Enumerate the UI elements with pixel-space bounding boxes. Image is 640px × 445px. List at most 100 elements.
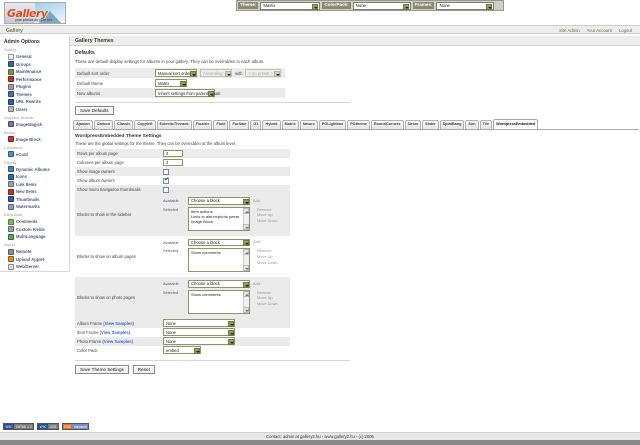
setting-checkbox[interactable] [163, 177, 169, 184]
sidebar-item-plugins[interactable]: Plugins [8, 83, 66, 90]
scroll-up-icon[interactable] [243, 249, 249, 255]
sidebar-item-themes[interactable]: Themes [8, 91, 66, 98]
tab-splatbang[interactable]: SplatBang [439, 120, 465, 129]
view-samples-link[interactable]: (View Samples) [103, 320, 134, 326]
sidebar-item-remote[interactable]: Remote [8, 248, 66, 255]
list-item[interactable]: Show comments [191, 291, 221, 297]
sort-preset-select[interactable]: < no preset > [245, 69, 282, 77]
validation-badge[interactable]: RSS Validated [61, 423, 90, 430]
scroll-up-icon[interactable] [243, 290, 249, 297]
chevron-down-icon[interactable] [242, 198, 249, 205]
breadcrumb[interactable]: Gallery [6, 27, 23, 34]
sidebar-item-custom-fields[interactable]: Custom Fields [8, 226, 66, 233]
default-sort-order-select[interactable]: Manual sort order [155, 69, 197, 77]
sidebar-item-icons[interactable]: Icons [8, 173, 66, 180]
move-up-button[interactable]: Move Up [257, 253, 273, 259]
save-theme-settings-button[interactable]: Save Theme Settings [75, 364, 129, 374]
add-block-button[interactable]: Add [253, 197, 260, 203]
add-block-button[interactable]: Add [253, 280, 260, 286]
tab-wordpressembedded[interactable]: WordpressEmbedded [493, 119, 539, 129]
sidebar-item-web-server[interactable]: Web/Server [8, 263, 66, 270]
move-down-button[interactable]: Move Down [257, 218, 278, 224]
available-block-select[interactable]: Choose a block [188, 280, 250, 288]
frame-select[interactable]: None [163, 319, 235, 327]
tab-g1[interactable]: G1 [250, 120, 262, 129]
new-albums-select[interactable]: Inherit settings from parent album [155, 89, 220, 97]
setting-checkbox[interactable] [163, 186, 169, 193]
frame-select[interactable]: None [163, 328, 235, 336]
frames-select[interactable]: None [436, 1, 495, 10]
tab-pgtheme[interactable]: PGtheme [347, 120, 370, 129]
tab-sun[interactable]: Sun [465, 120, 479, 129]
colorpack-select[interactable]: None [352, 1, 411, 10]
reset-button[interactable]: Reset [132, 364, 155, 374]
scrollbar[interactable] [243, 290, 249, 313]
scroll-down-icon[interactable] [243, 306, 249, 313]
tab-slider[interactable]: Slider [422, 120, 439, 129]
chevron-down-icon[interactable] [227, 338, 234, 345]
tab-copyleft[interactable]: Copyleft [134, 120, 156, 129]
save-defaults-button[interactable]: Save Defaults [75, 106, 114, 115]
tab-nature[interactable]: Nature [299, 120, 318, 129]
scrollbar[interactable] [243, 207, 249, 230]
tab-tile[interactable]: Tile [479, 120, 493, 129]
move-down-button[interactable]: Move Down [257, 259, 278, 265]
chevron-down-icon[interactable] [193, 347, 200, 354]
setting-text-input[interactable]: 3 [163, 149, 183, 158]
list-item[interactable]: Show comments [191, 250, 221, 255]
selected-blocks-list[interactable]: Item actions Links to album/photo peers Im… [188, 206, 250, 231]
tab-sirius[interactable]: Sirius [404, 120, 422, 129]
setting-checkbox[interactable] [163, 168, 169, 175]
tab-ajanian[interactable]: Ajanian [73, 120, 93, 129]
default-theme-select[interactable]: Matrix [155, 79, 187, 87]
remove-button[interactable]: Remove [257, 206, 272, 212]
tab-hybrid[interactable]: Hybrid [262, 120, 281, 129]
scroll-up-icon[interactable] [243, 207, 249, 214]
setting-text-input[interactable]: 3 [163, 158, 183, 167]
sidebar-item-imagemagick[interactable]: ImageMagick [8, 121, 66, 128]
available-block-select[interactable]: Choose a block [188, 238, 250, 246]
selected-blocks-list[interactable]: Show comments [188, 248, 250, 272]
scrollbar[interactable] [243, 249, 249, 271]
sidebar-item-ecard[interactable]: eCard [8, 151, 66, 158]
tab-carbon[interactable]: Carbon [93, 120, 114, 129]
tab-matrix[interactable]: Matrix [281, 120, 299, 129]
sidebar-item-maintenance[interactable]: Maintenance [8, 68, 66, 75]
frame-select[interactable]: None [163, 337, 235, 345]
sidebar-item-link-items[interactable]: Link Items [8, 181, 66, 188]
chevron-down-icon[interactable] [227, 329, 234, 336]
chevron-down-icon[interactable] [273, 70, 280, 77]
sidebar-item-general[interactable]: General [8, 53, 66, 60]
remove-button[interactable]: Remove [257, 289, 272, 295]
list-item[interactable]: Item actions [191, 208, 213, 214]
chevron-down-icon[interactable] [312, 3, 319, 10]
sidebar-item-new-items[interactable]: New Items [8, 188, 66, 195]
validation-badge[interactable]: W3C XHTML 1.0 [3, 423, 35, 430]
sidebar-item-multilanguage[interactable]: MultiLanguage [8, 233, 66, 240]
selected-blocks-list[interactable]: Show comments [188, 289, 250, 314]
chevron-down-icon[interactable] [179, 80, 186, 87]
chevron-down-icon[interactable] [402, 3, 409, 10]
tab-pglightbox[interactable]: PGLightbox [318, 120, 347, 129]
sidebar-item-users[interactable]: Users [8, 106, 66, 113]
nav-logout[interactable]: Logout [618, 28, 632, 33]
sidebar-item-comments[interactable]: Comments [8, 218, 66, 225]
chevron-down-icon[interactable] [189, 70, 196, 77]
sort-direction-select[interactable]: Ascending [200, 69, 232, 77]
sidebar-item-image-block[interactable]: Image Block [8, 136, 66, 143]
chevron-down-icon[interactable] [207, 90, 214, 97]
sidebar-item-groups[interactable]: Groups [8, 61, 66, 68]
nav-site-admin[interactable]: Site Admin [559, 28, 580, 33]
tab-eclecticthreads[interactable]: EclecticThreads [156, 120, 192, 129]
available-block-select[interactable]: Choose a block [188, 197, 250, 205]
move-down-button[interactable]: Move Down [257, 301, 278, 307]
move-up-button[interactable]: Move Up [257, 295, 273, 301]
remove-button[interactable]: Remove [257, 248, 272, 253]
add-block-button[interactable]: Add [253, 239, 260, 245]
sidebar-item-performance[interactable]: Performance [8, 76, 66, 83]
sidebar-item-thumbnails[interactable]: Thumbnails [8, 196, 66, 203]
frame-select[interactable]: embed [163, 346, 201, 354]
validation-badge[interactable]: W3C CSS [37, 423, 59, 430]
tab-fluid[interactable]: Fluid [213, 120, 229, 129]
chevron-down-icon[interactable] [242, 240, 249, 246]
